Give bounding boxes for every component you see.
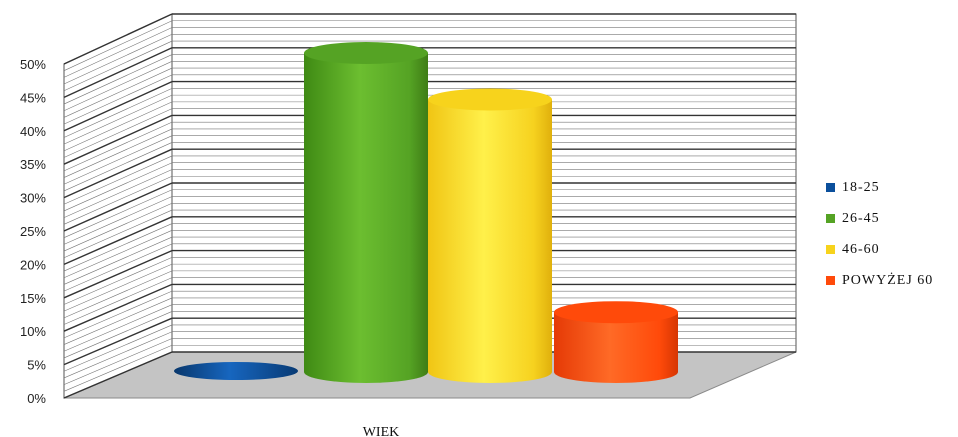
gridline <box>63 236 173 285</box>
bar-top <box>174 362 298 380</box>
gridline <box>63 249 173 299</box>
bar-46-60 <box>428 88 552 383</box>
bar-body <box>428 99 552 383</box>
gridline <box>63 209 173 258</box>
gridline <box>63 101 173 152</box>
gridline <box>63 34 173 85</box>
bar-body <box>554 312 678 383</box>
y-tick-label: 0% <box>27 391 46 406</box>
legend-label: 26-45 <box>842 210 880 226</box>
gridline <box>63 114 173 165</box>
gridline <box>63 162 173 212</box>
gridline <box>63 20 173 71</box>
gridline <box>63 344 173 392</box>
legend-label: POWYŻEJ 60 <box>842 272 934 288</box>
gridline <box>63 338 173 385</box>
gridline <box>63 74 173 125</box>
gridline <box>63 277 173 325</box>
gridline <box>63 196 173 245</box>
legend-label: 46-60 <box>842 241 880 257</box>
gridline <box>63 148 173 199</box>
gridline <box>63 135 173 185</box>
gridline <box>63 175 173 225</box>
bar-18-25 <box>174 362 298 380</box>
gridline <box>63 297 173 345</box>
gridline <box>63 216 173 266</box>
gridline <box>63 13 173 65</box>
gridline <box>63 270 173 319</box>
gridline <box>63 351 173 399</box>
bar-top <box>428 88 552 111</box>
gridline <box>63 155 173 205</box>
gridline <box>63 263 173 312</box>
y-tick-label: 15% <box>20 291 46 306</box>
gridline <box>63 203 173 252</box>
gridline <box>63 257 173 305</box>
bar-powy-ej-60 <box>554 301 678 383</box>
y-tick-label: 50% <box>20 57 46 72</box>
legend-swatch <box>826 183 835 192</box>
gridline <box>63 311 173 359</box>
legend: 18-25 26-45 46-60 POWYŻEJ 60 <box>826 172 933 296</box>
gridline <box>63 142 173 192</box>
y-tick-label: 40% <box>20 124 46 139</box>
gridline <box>63 324 173 372</box>
gridline <box>63 80 173 132</box>
y-tick-label: 10% <box>20 324 46 339</box>
y-tick-label: 20% <box>20 257 46 272</box>
y-tick-label: 5% <box>27 358 46 373</box>
legend-label: 18-25 <box>842 179 880 195</box>
legend-item: POWYŻEJ 60 <box>826 265 933 296</box>
gridline <box>63 189 173 238</box>
y-tick-label: 25% <box>20 224 46 239</box>
gridline <box>63 331 173 379</box>
legend-item: 26-45 <box>826 203 933 234</box>
bar-body <box>304 53 428 383</box>
gridline <box>63 243 173 292</box>
bar-top <box>554 301 678 324</box>
gridline <box>63 67 173 118</box>
gridline <box>63 61 173 112</box>
y-tick-label: 30% <box>20 191 46 206</box>
gridline <box>63 169 173 218</box>
gridline <box>63 182 173 232</box>
gridline <box>63 94 173 145</box>
legend-item: 18-25 <box>826 172 933 203</box>
gridline <box>63 88 173 138</box>
gridline <box>63 317 173 366</box>
gridline <box>63 290 173 339</box>
gridline <box>63 223 173 272</box>
x-axis-label: WIEK <box>363 425 400 437</box>
gridline <box>63 47 173 99</box>
bar-26-45 <box>304 42 428 383</box>
gridline <box>63 304 173 352</box>
gridline <box>63 230 173 279</box>
legend-swatch <box>826 214 835 223</box>
gridline <box>63 27 173 78</box>
gridline <box>63 128 173 178</box>
gridline <box>63 108 173 158</box>
y-tick-label: 35% <box>20 157 46 172</box>
y-tick-label: 45% <box>20 90 46 105</box>
bar-top <box>304 42 428 64</box>
gridline <box>63 283 173 332</box>
legend-swatch <box>826 245 835 254</box>
side-wall <box>63 13 173 399</box>
legend-item: 46-60 <box>826 234 933 265</box>
gridline <box>63 40 173 91</box>
gridline <box>63 54 173 105</box>
gridline <box>63 121 173 172</box>
legend-swatch <box>826 276 835 285</box>
